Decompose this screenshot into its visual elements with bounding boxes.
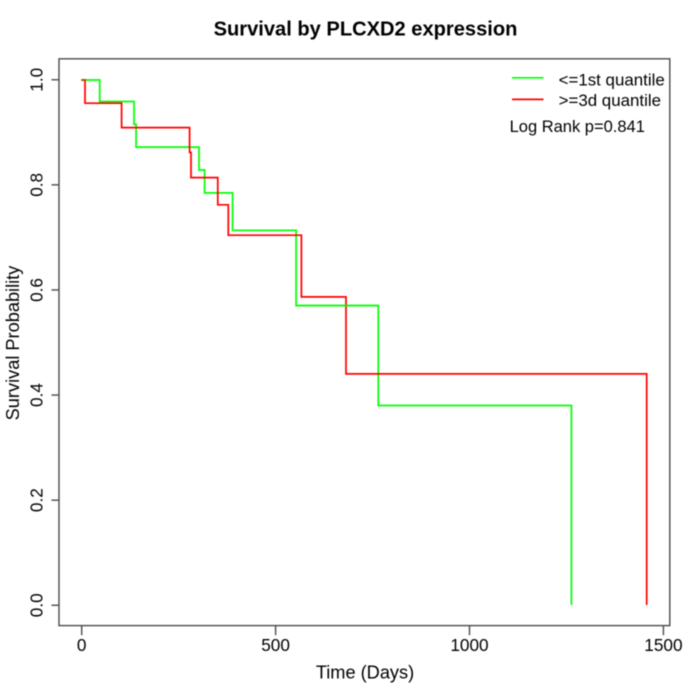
svg-text:500: 500 bbox=[261, 635, 290, 655]
svg-text:0.4: 0.4 bbox=[27, 383, 47, 407]
svg-text:Survival by PLCXD2 expression: Survival by PLCXD2 expression bbox=[214, 19, 518, 41]
svg-text:Log Rank p=0.841: Log Rank p=0.841 bbox=[510, 118, 645, 136]
svg-text:0.8: 0.8 bbox=[27, 173, 47, 197]
svg-text:>=3d quantile: >=3d quantile bbox=[559, 91, 661, 110]
svg-text:0.0: 0.0 bbox=[27, 593, 47, 617]
svg-text:0.6: 0.6 bbox=[27, 278, 47, 302]
svg-text:1500: 1500 bbox=[644, 635, 682, 655]
svg-text:Time (Days): Time (Days) bbox=[316, 663, 414, 683]
svg-text:0: 0 bbox=[77, 635, 87, 655]
svg-text:1000: 1000 bbox=[450, 635, 488, 655]
svg-text:<=1st quantile: <=1st quantile bbox=[559, 70, 665, 89]
svg-text:0.2: 0.2 bbox=[27, 488, 47, 512]
svg-text:1.0: 1.0 bbox=[27, 68, 47, 92]
svg-text:Survival Probability: Survival Probability bbox=[3, 265, 23, 421]
